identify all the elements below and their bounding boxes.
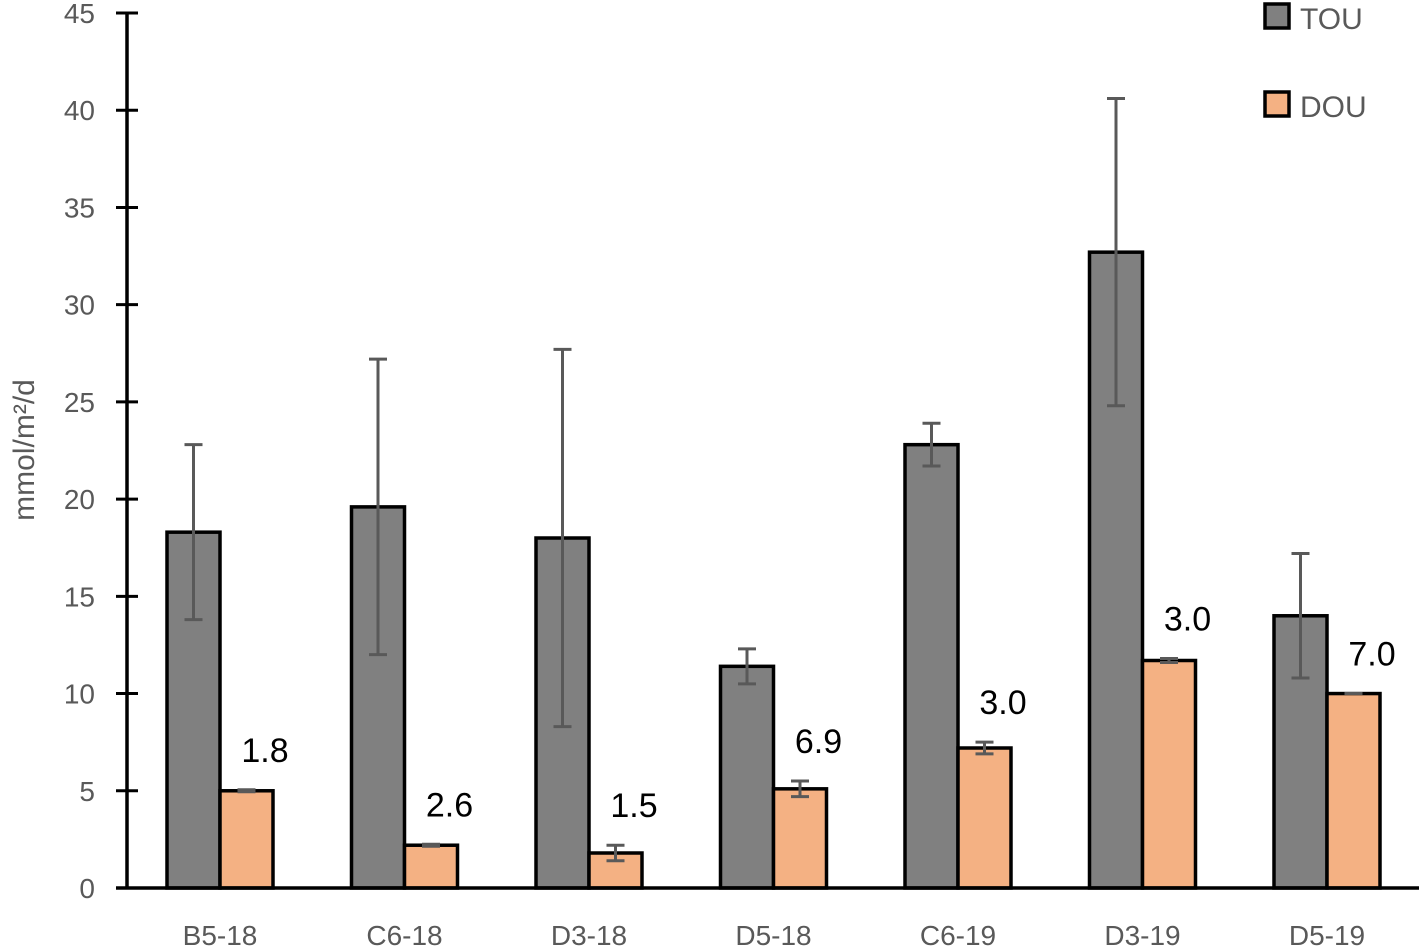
y-tick-label: 40: [64, 95, 95, 126]
bar-group-D3-18: 1.5 D3-18: [534, 347, 658, 949]
legend: TOU DOU: [1263, 2, 1367, 124]
bar-tou: [718, 664, 776, 890]
legend-swatch-dou: [1263, 90, 1291, 118]
bar-group-D5-19: 7.0 D5-19: [1272, 552, 1396, 949]
bar-tou: [903, 442, 960, 890]
y-tick-label: 15: [64, 581, 95, 612]
bar-group-C6-19: 3.0 C6-19: [903, 421, 1027, 949]
legend-label: DOU: [1300, 91, 1367, 124]
y-tick-label: 45: [64, 0, 95, 29]
bar-dou: [1325, 691, 1382, 890]
y-tick-label: 5: [79, 776, 95, 807]
x-tick-label: B5-18: [183, 920, 258, 949]
y-axis-label: mmol/m²/d: [8, 379, 41, 521]
data-label: 6.9: [795, 723, 842, 761]
y-tick-label: 35: [64, 192, 95, 223]
legend-swatch-tou: [1263, 2, 1291, 30]
data-label: 1.8: [241, 732, 288, 770]
y-tick-label: 25: [64, 387, 95, 418]
bar-dou: [218, 789, 275, 890]
data-label: 7.0: [1348, 636, 1395, 674]
data-label: 1.5: [610, 787, 657, 825]
y-tick-label: 10: [64, 679, 95, 710]
y-tick-label: 0: [79, 873, 95, 904]
y-tick-label: 30: [64, 290, 95, 321]
bar-dou: [771, 787, 829, 890]
x-tick-label: C6-18: [366, 920, 442, 949]
bar-dou: [956, 746, 1013, 890]
bar-group-C6-18: 2.6 C6-18: [349, 357, 473, 949]
x-tick-label: D3-19: [1104, 920, 1180, 949]
x-tick-label: D5-19: [1289, 920, 1365, 949]
bar-group-D5-18: 6.9 D5-18: [718, 647, 842, 949]
data-label: 2.6: [426, 786, 473, 824]
y-tick-label: 20: [64, 484, 95, 515]
bar-dou: [1140, 658, 1198, 890]
x-tick-label: D3-18: [551, 920, 627, 949]
data-label: 3.0: [1164, 601, 1211, 639]
bar-group-B5-18: 1.8 B5-18: [165, 443, 289, 949]
bar-dou: [402, 843, 460, 890]
x-tick-label: C6-19: [920, 920, 996, 949]
x-tick-label: D5-18: [735, 920, 811, 949]
legend-label: TOU: [1300, 3, 1363, 36]
data-label: 3.0: [979, 684, 1026, 722]
bar-group-D3-19: 3.0 D3-19: [1087, 97, 1211, 949]
